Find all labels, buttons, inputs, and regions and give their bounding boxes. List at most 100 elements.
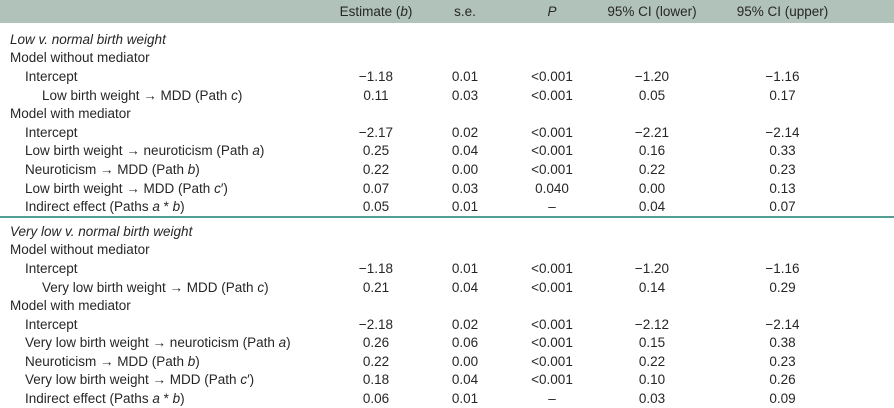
- cell-p-value: <0.001: [531, 353, 573, 369]
- row-spacer: [857, 49, 894, 68]
- cell-se: 0.06: [451, 335, 479, 351]
- row-label: Model with mediator: [10, 298, 131, 314]
- row-label: Low birth weight → MDD (Path c): [42, 87, 243, 103]
- cell-p-value: <0.001: [531, 87, 573, 103]
- cell-ci-lower: [596, 296, 708, 315]
- cell-ci-upper: −2.14: [765, 124, 800, 140]
- cell-ci-lower: 0.15: [638, 335, 666, 351]
- cell-estimate: [330, 215, 422, 241]
- row-spacer: [857, 179, 894, 198]
- cell-estimate: [330, 296, 422, 315]
- row-label: Intercept: [25, 124, 78, 140]
- row-spacer: [857, 197, 894, 217]
- header-ci-lower: 95% CI (lower): [596, 0, 708, 23]
- cell-se: [422, 215, 508, 241]
- row-label: Intercept: [25, 316, 78, 332]
- cell-ci-upper: −2.14: [765, 316, 800, 332]
- table-row: Very low birth weight → MDD (Path c) 0.21…: [0, 278, 894, 297]
- cell-ci-lower: 0.22: [638, 353, 666, 369]
- table-row: Model without mediator: [0, 49, 894, 68]
- row-spacer: [857, 142, 894, 161]
- row-label: Very low v. normal birth weight: [0, 215, 330, 241]
- cell-ci-lower: 0.16: [638, 143, 666, 159]
- table-row: Neuroticism → MDD (Path b) 0.22 0.00 <0.001…: [0, 352, 894, 371]
- cell-ci-lower: 0.10: [638, 372, 666, 388]
- row-spacer: [857, 371, 894, 390]
- cell-se: 0.00: [451, 161, 479, 177]
- row-spacer: [857, 215, 894, 241]
- cell-p-value: <0.001: [531, 372, 573, 388]
- row-spacer: [857, 259, 894, 278]
- header-estimate: Estimate (b): [330, 0, 422, 23]
- row-label: Very low birth weight → MDD (Path c): [42, 279, 269, 295]
- cell-ci-upper: [708, 104, 857, 123]
- cell-ci-lower: −2.21: [634, 124, 670, 140]
- row-label: Very low birth weight → neuroticism (Pat…: [25, 335, 291, 351]
- cell-ci-upper: 0.29: [769, 279, 796, 295]
- row-label: Intercept: [25, 260, 78, 276]
- cell-se: 0.04: [451, 279, 479, 295]
- table-header-row: Estimate (b) s.e. P 95% CI (lower) 95% C…: [0, 0, 894, 23]
- header-spacer: [857, 0, 894, 23]
- cell-p-value: <0.001: [531, 260, 573, 276]
- cell-ci-lower: 0.04: [638, 199, 666, 215]
- cell-estimate: 0.21: [362, 279, 390, 295]
- table-row: Neuroticism → MDD (Path b) 0.22 0.00 <0.001…: [0, 160, 894, 179]
- row-label: Model without mediator: [10, 242, 150, 258]
- table-row: Intercept −1.18 0.01 <0.001 −1.20 −1.16: [0, 259, 894, 278]
- row-spacer: [857, 160, 894, 179]
- table-row: Intercept −1.18 0.01 <0.001 −1.20 −1.16: [0, 67, 894, 86]
- cell-ci-upper: 0.26: [769, 372, 796, 388]
- row-spacer: [857, 86, 894, 105]
- cell-estimate: [330, 49, 422, 68]
- cell-ci-upper: 0.23: [769, 353, 796, 369]
- cell-se: [422, 49, 508, 68]
- cell-ci-lower: −1.20: [634, 260, 670, 276]
- cell-se: 0.04: [451, 372, 479, 388]
- cell-ci-lower: [596, 215, 708, 241]
- row-spacer: [857, 67, 894, 86]
- cell-estimate: [330, 241, 422, 260]
- table-row: Model with mediator: [0, 104, 894, 123]
- cell-se: 0.03: [451, 180, 479, 196]
- cell-estimate: −1.18: [358, 68, 394, 84]
- row-label: Neuroticism → MDD (Path b): [25, 353, 200, 369]
- table-row: Low birth weight → MDD (Path c′) 0.07 0.03…: [0, 179, 894, 198]
- cell-ci-upper: 0.17: [769, 87, 796, 103]
- cell-ci-lower: 0.22: [638, 161, 666, 177]
- cell-estimate: −2.17: [358, 124, 394, 140]
- cell-ci-upper: [708, 241, 857, 260]
- row-label: Very low birth weight → MDD (Path c′): [25, 372, 255, 388]
- cell-p-value: <0.001: [531, 316, 573, 332]
- row-spacer: [857, 389, 894, 408]
- cell-estimate: 0.22: [362, 161, 390, 177]
- row-spacer: [857, 296, 894, 315]
- cell-p-value: <0.001: [531, 124, 573, 140]
- table-row: Low birth weight → MDD (Path c) 0.11 0.03 <…: [0, 86, 894, 105]
- table-row: Low v. normal birth weight: [0, 23, 894, 49]
- cell-ci-upper: −1.16: [765, 68, 800, 84]
- cell-p-value: [508, 23, 596, 49]
- cell-ci-lower: [596, 49, 708, 68]
- cell-ci-lower: −1.20: [634, 68, 670, 84]
- row-label: Model without mediator: [10, 50, 150, 66]
- cell-p-value: <0.001: [531, 161, 573, 177]
- cell-ci-lower: [596, 104, 708, 123]
- cell-ci-lower: 0.03: [638, 391, 666, 407]
- row-label: Indirect effect (Paths a * b): [25, 199, 185, 215]
- row-spacer: [857, 278, 894, 297]
- cell-ci-upper: [708, 23, 857, 49]
- cell-estimate: 0.18: [362, 372, 390, 388]
- cell-estimate: −1.18: [358, 260, 394, 276]
- header-p-value: P: [508, 0, 596, 23]
- row-label: Low birth weight → MDD (Path c′): [25, 180, 228, 196]
- row-label: Neuroticism → MDD (Path b): [25, 161, 200, 177]
- cell-p-value: –: [548, 199, 556, 215]
- cell-estimate: 0.25: [362, 143, 390, 159]
- cell-p-value: <0.001: [531, 68, 573, 84]
- cell-estimate: 0.22: [362, 353, 390, 369]
- header-se: s.e.: [422, 0, 508, 23]
- table-body: Low v. normal birth weight Model without …: [0, 23, 894, 408]
- cell-ci-upper: [708, 296, 857, 315]
